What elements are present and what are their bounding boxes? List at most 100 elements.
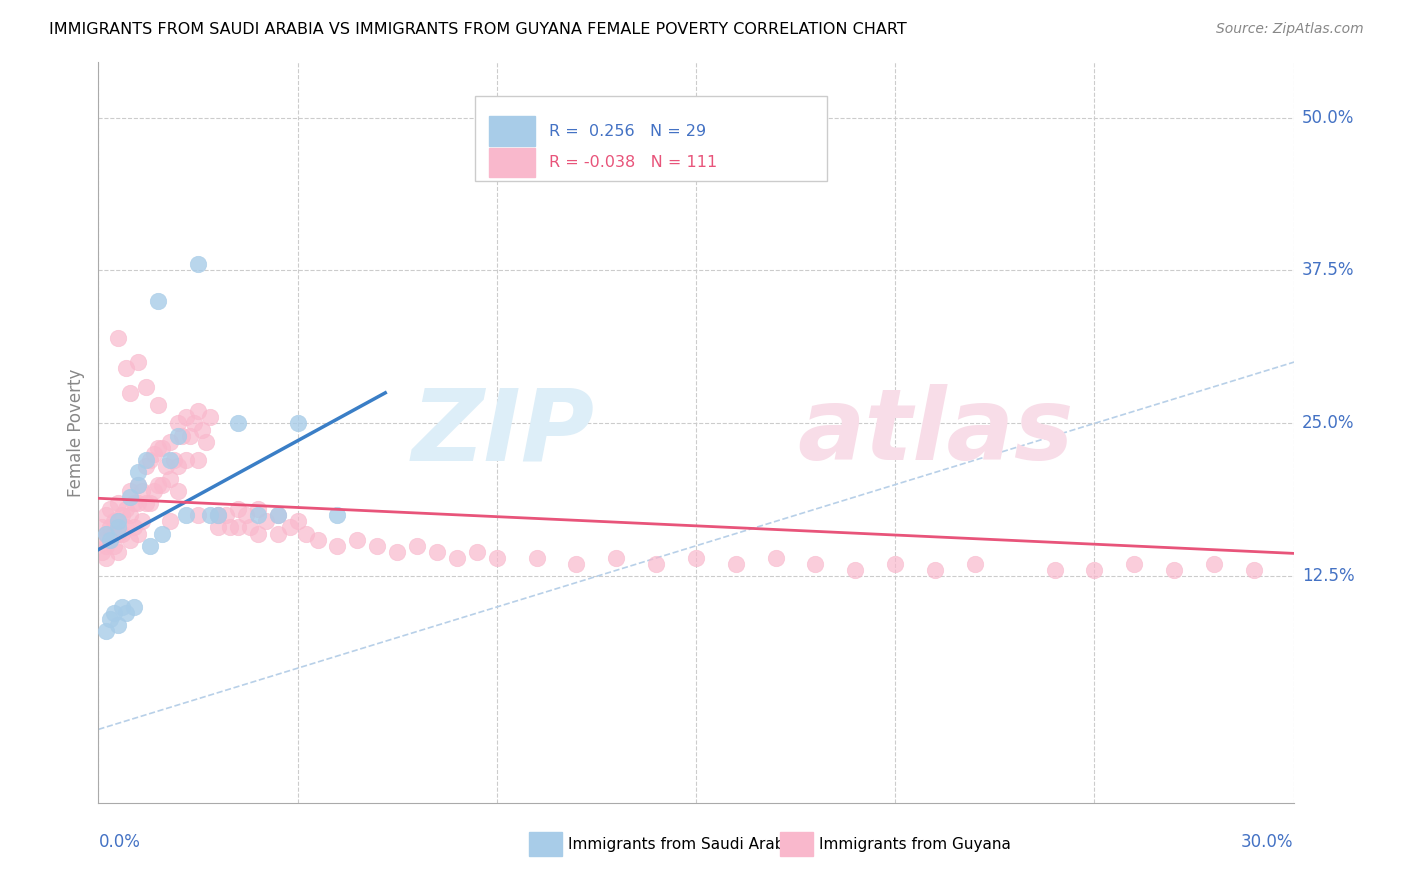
- Point: [127, 477, 149, 491]
- Text: 50.0%: 50.0%: [1302, 109, 1354, 127]
- Text: Immigrants from Saudi Arabia: Immigrants from Saudi Arabia: [568, 837, 799, 852]
- Point: [127, 477, 149, 491]
- Point: [98, 533, 122, 547]
- Point: [120, 483, 142, 498]
- Point: [139, 453, 162, 467]
- Point: [115, 520, 138, 534]
- Point: [98, 612, 122, 626]
- Point: [131, 483, 153, 498]
- Point: [124, 520, 146, 534]
- Point: [159, 514, 181, 528]
- Point: [120, 490, 142, 504]
- Point: [172, 428, 194, 442]
- Text: 30.0%: 30.0%: [1241, 833, 1294, 851]
- Point: [111, 599, 134, 614]
- Point: [103, 514, 125, 528]
- Point: [287, 514, 309, 528]
- Y-axis label: Female Poverty: Female Poverty: [66, 368, 84, 497]
- Point: [163, 453, 186, 467]
- Point: [150, 526, 173, 541]
- Point: [207, 520, 229, 534]
- Point: [226, 502, 249, 516]
- Point: [135, 453, 157, 467]
- Point: [96, 539, 118, 553]
- Point: [120, 508, 142, 523]
- Point: [446, 551, 468, 566]
- Point: [148, 477, 170, 491]
- Point: [645, 557, 668, 571]
- FancyBboxPatch shape: [475, 95, 827, 181]
- Point: [107, 514, 129, 528]
- Point: [924, 563, 946, 577]
- Point: [107, 496, 129, 510]
- Point: [148, 398, 170, 412]
- Point: [120, 385, 142, 400]
- Point: [111, 526, 134, 541]
- Point: [385, 545, 409, 559]
- Point: [107, 520, 129, 534]
- Bar: [529, 832, 562, 856]
- Point: [150, 477, 173, 491]
- Point: [120, 533, 142, 547]
- Text: IMMIGRANTS FROM SAUDI ARABIA VS IMMIGRANTS FROM GUYANA FEMALE POVERTY CORRELATIO: IMMIGRANTS FROM SAUDI ARABIA VS IMMIGRAN…: [49, 22, 907, 37]
- Point: [963, 557, 986, 571]
- Point: [107, 545, 129, 559]
- Point: [246, 502, 269, 516]
- Point: [115, 361, 138, 376]
- Point: [246, 526, 269, 541]
- Point: [278, 520, 301, 534]
- Text: ZIP: ZIP: [412, 384, 595, 481]
- Point: [1043, 563, 1066, 577]
- Point: [1202, 557, 1225, 571]
- Text: 25.0%: 25.0%: [1302, 415, 1354, 433]
- Point: [159, 434, 181, 449]
- Text: Source: ZipAtlas.com: Source: ZipAtlas.com: [1216, 22, 1364, 37]
- Text: 12.5%: 12.5%: [1302, 567, 1354, 585]
- Point: [565, 557, 588, 571]
- Point: [115, 606, 138, 620]
- Text: R =  0.256   N = 29: R = 0.256 N = 29: [548, 124, 706, 139]
- Point: [1163, 563, 1185, 577]
- Point: [254, 514, 277, 528]
- Point: [195, 434, 218, 449]
- Point: [179, 428, 201, 442]
- Bar: [779, 832, 813, 856]
- Point: [131, 514, 153, 528]
- Point: [246, 508, 269, 523]
- Point: [127, 355, 149, 369]
- Point: [207, 508, 229, 523]
- Point: [235, 508, 257, 523]
- Point: [115, 502, 138, 516]
- Point: [139, 496, 162, 510]
- Point: [127, 466, 149, 480]
- Point: [107, 331, 129, 345]
- Point: [167, 417, 190, 431]
- Point: [96, 526, 118, 541]
- Point: [1243, 563, 1265, 577]
- Point: [465, 545, 488, 559]
- Point: [103, 539, 125, 553]
- Point: [143, 483, 166, 498]
- Point: [107, 514, 129, 528]
- Point: [294, 526, 316, 541]
- Point: [167, 459, 190, 474]
- Point: [366, 539, 388, 553]
- Point: [267, 508, 290, 523]
- Point: [287, 417, 309, 431]
- Point: [135, 380, 157, 394]
- Point: [226, 520, 249, 534]
- Point: [1083, 563, 1105, 577]
- Point: [155, 459, 177, 474]
- Point: [765, 551, 787, 566]
- Point: [198, 410, 221, 425]
- Point: [226, 417, 249, 431]
- Point: [135, 496, 157, 510]
- Point: [96, 624, 118, 639]
- Point: [107, 526, 129, 541]
- Point: [127, 496, 149, 510]
- Point: [426, 545, 449, 559]
- Point: [326, 539, 349, 553]
- Point: [167, 483, 190, 498]
- Point: [267, 508, 290, 523]
- Text: atlas: atlas: [797, 384, 1074, 481]
